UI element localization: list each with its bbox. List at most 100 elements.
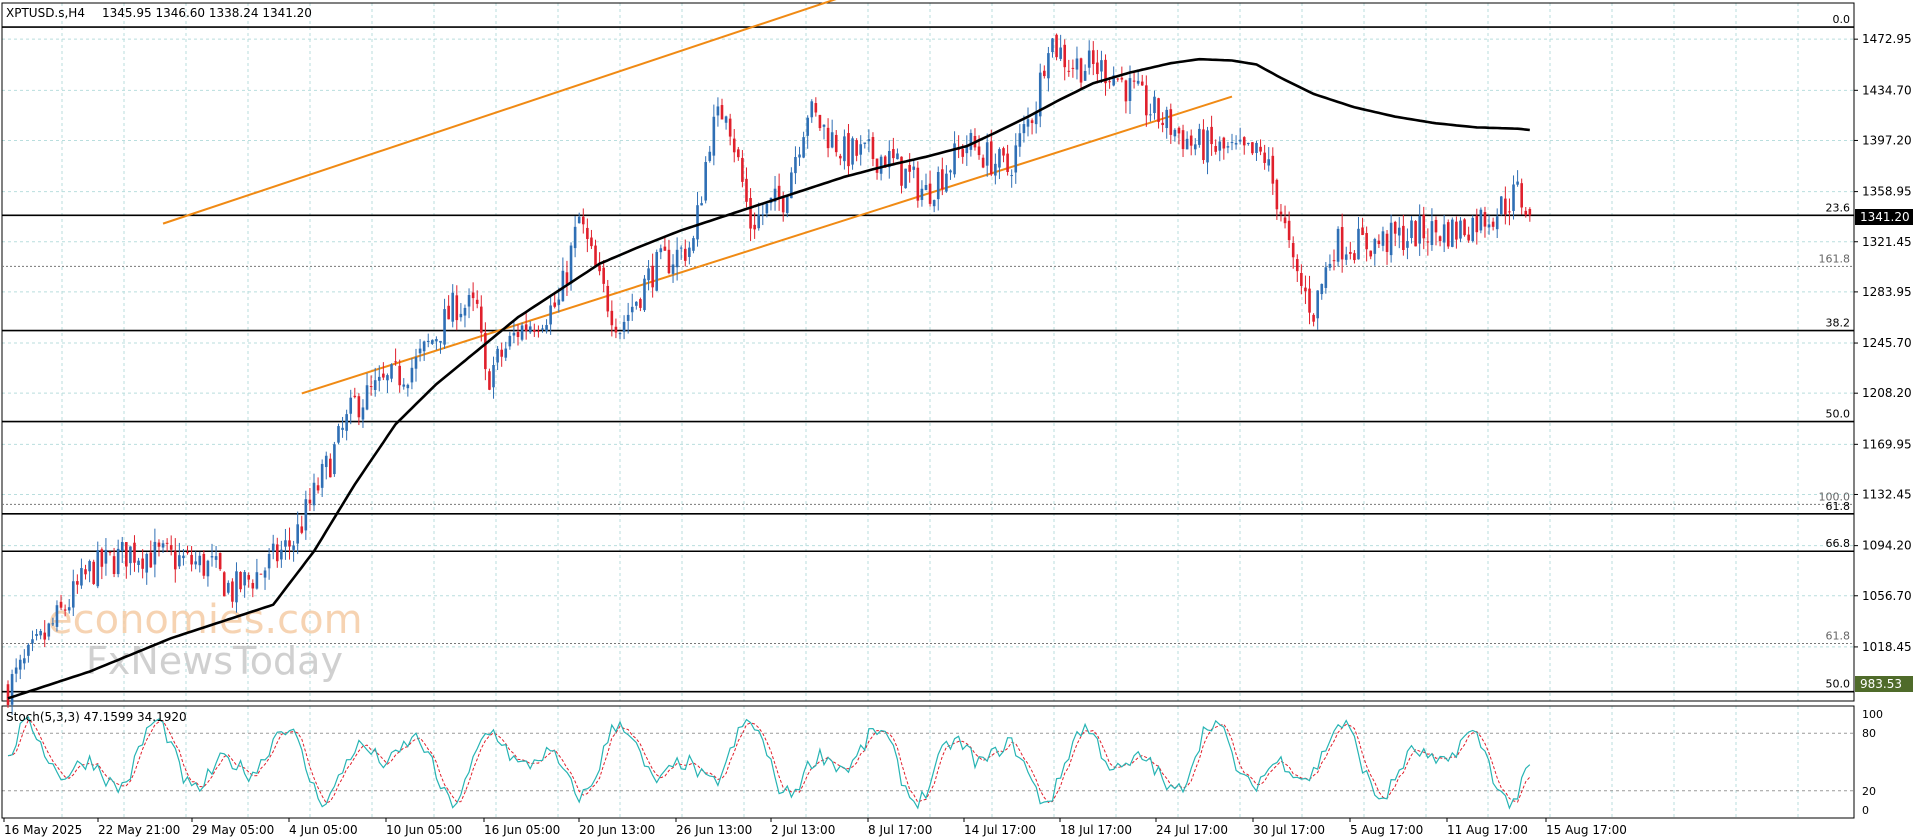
candle-body xyxy=(137,560,140,565)
candle-body xyxy=(1369,250,1373,257)
time-axis[interactable]: 16 May 2025 22 May 21:00 29 May 05:00 4 Jun… xyxy=(3,818,1627,837)
candle-body xyxy=(737,149,740,158)
candle-body xyxy=(1026,119,1030,127)
candle-body xyxy=(504,348,508,358)
candle-body xyxy=(785,196,789,214)
candle-body xyxy=(1324,267,1328,288)
candle-body xyxy=(161,543,165,548)
candle-body xyxy=(169,545,173,550)
candle-body xyxy=(1120,77,1124,80)
candle-body xyxy=(1006,153,1009,172)
candle-body xyxy=(31,639,34,644)
candle-body xyxy=(100,549,104,567)
candle-body xyxy=(1043,70,1046,77)
candle-body xyxy=(125,542,128,567)
candle-body xyxy=(720,105,724,120)
candle-body xyxy=(1528,208,1532,216)
candle-body xyxy=(594,245,597,267)
candle-body xyxy=(590,237,593,247)
candle-body xyxy=(753,224,756,230)
candle-body xyxy=(773,188,777,202)
candle-body xyxy=(394,361,397,363)
candle-body xyxy=(655,251,659,291)
x-tick-label: 16 May 2025 xyxy=(4,823,82,837)
candle-body xyxy=(1034,113,1038,125)
candle-body xyxy=(43,632,47,640)
stoch-scale-label: 20 xyxy=(1862,785,1876,798)
candle-body xyxy=(892,149,895,159)
candle-body xyxy=(1508,211,1511,213)
candle-body xyxy=(1295,259,1299,272)
candle-body xyxy=(1010,175,1013,177)
symbol-label: XPTUSD.s,H4 xyxy=(6,6,85,20)
candle-body xyxy=(141,558,144,569)
candle-body xyxy=(1418,216,1421,244)
candle-body xyxy=(1104,59,1107,84)
candle-body xyxy=(843,136,846,162)
candle-body xyxy=(712,116,716,156)
candle-body xyxy=(1393,221,1397,234)
candle-body xyxy=(810,101,814,118)
candle-body xyxy=(537,330,540,332)
candle-body xyxy=(508,335,512,347)
candle-body xyxy=(1100,60,1103,72)
candle-body xyxy=(830,132,834,148)
candle-body xyxy=(1071,67,1075,69)
candle-body xyxy=(333,444,336,475)
candle-body xyxy=(1136,80,1140,84)
candle-body xyxy=(545,325,548,331)
candle-body xyxy=(1193,144,1197,150)
candle-body xyxy=(1038,72,1042,117)
x-tick-label: 11 Aug 17:00 xyxy=(1447,823,1528,837)
candle-body xyxy=(1145,85,1148,116)
candle-body xyxy=(479,306,483,333)
candle-body xyxy=(512,332,516,336)
candle-body xyxy=(643,278,646,311)
candle-body xyxy=(1434,219,1438,233)
candle-body xyxy=(936,171,940,200)
current-price-text: 1341.20 xyxy=(1860,210,1910,224)
candle-body xyxy=(157,542,161,547)
candle-body xyxy=(912,166,916,170)
candle-body xyxy=(1267,159,1271,166)
candle-body xyxy=(683,248,687,261)
candle-body xyxy=(1275,179,1279,210)
candle-body xyxy=(900,156,903,186)
y-tick-label: 1358.95 xyxy=(1862,185,1912,199)
price-axis[interactable]: 1472.95 1434.70 1397.20 1358.95 1321.45 1283.… xyxy=(1854,32,1912,654)
candle-body xyxy=(602,267,605,284)
candle-body xyxy=(639,299,642,308)
candle-body xyxy=(875,158,879,173)
candle-body xyxy=(622,321,626,332)
candle-body xyxy=(324,455,328,468)
candle-body xyxy=(932,200,936,207)
candle-body xyxy=(341,427,344,430)
candle-body xyxy=(67,607,71,611)
candle-body xyxy=(1365,233,1368,250)
candle-body xyxy=(231,581,234,602)
candle-body xyxy=(651,265,654,288)
candle-body xyxy=(1397,227,1401,236)
trend-channel[interactable] xyxy=(162,0,1233,395)
candle-body xyxy=(227,582,230,593)
channel-line[interactable] xyxy=(301,95,1233,395)
candle-body xyxy=(1112,75,1115,86)
candle-body xyxy=(1259,146,1262,152)
candle-body xyxy=(1467,234,1470,241)
candle-body xyxy=(377,376,381,381)
candle-body xyxy=(688,247,691,257)
channel-line[interactable] xyxy=(162,0,844,225)
y-tick-label: 1094.20 xyxy=(1862,539,1912,553)
candle-body xyxy=(1165,109,1169,129)
candle-body xyxy=(679,247,683,249)
x-tick-label: 15 Aug 17:00 xyxy=(1546,823,1627,837)
candle-body xyxy=(879,156,883,174)
y-tick-label: 1321.45 xyxy=(1862,235,1912,249)
candle-body xyxy=(1251,142,1254,154)
candle-body xyxy=(357,396,361,418)
candle-body xyxy=(304,499,308,531)
indicator-pane-grid xyxy=(2,706,1854,818)
candle-body xyxy=(129,546,132,564)
y-tick-label: 1434.70 xyxy=(1862,83,1912,97)
